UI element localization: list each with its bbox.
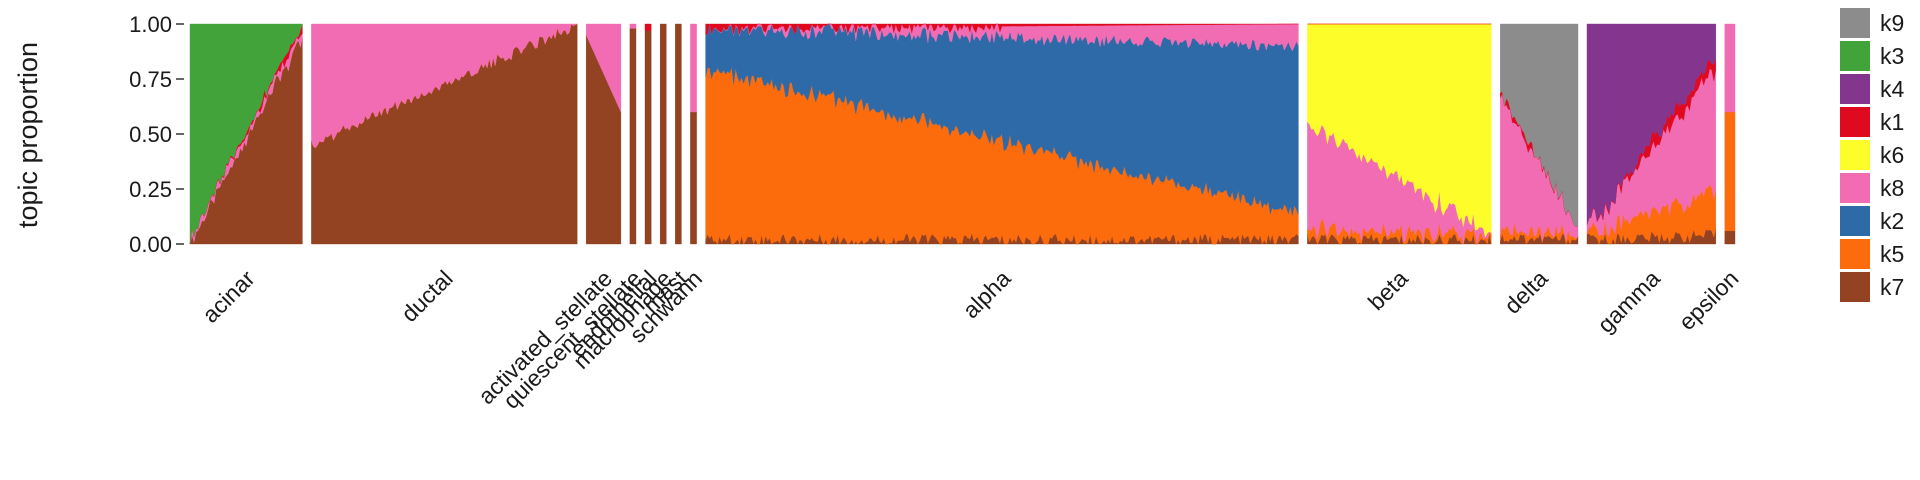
legend-label: k5 (1880, 241, 1904, 267)
legend-label: k1 (1880, 109, 1904, 135)
legend-label: k3 (1880, 43, 1904, 69)
legend-swatch (1840, 41, 1870, 71)
legend-swatch (1840, 173, 1870, 203)
stack-k7-schwann (690, 111, 697, 245)
group-label-beta: beta (1363, 265, 1413, 315)
legend-item-k9: k9 (1840, 8, 1904, 38)
stack-k1-alpha (705, 23, 1299, 36)
y-tick-label: 0.25 (129, 177, 172, 202)
group-acinar (189, 23, 303, 245)
legend-swatch (1840, 107, 1870, 137)
stack-k7-macrophage (660, 23, 667, 245)
y-tick-label: 0.50 (129, 122, 172, 147)
stack-k8-activated-stellate (586, 23, 622, 113)
legend-swatch (1840, 206, 1870, 236)
stack-k8-ductal (311, 23, 578, 149)
stack-k9-delta (1500, 23, 1579, 227)
legend-swatch (1840, 8, 1870, 38)
group-mast (675, 23, 682, 245)
legend-label: k8 (1880, 175, 1904, 201)
group-label-epsilon: epsilon (1674, 265, 1744, 335)
group-label-delta: delta (1499, 265, 1553, 319)
group-quiescent-stellate (629, 23, 637, 245)
legend-swatch (1840, 74, 1870, 104)
y-axis-title: topic proportion (13, 42, 43, 228)
legend: k9 k3 k4 k1 k6 k8 k2 k5 k7 (1840, 8, 1905, 302)
stack-k7-mast (675, 23, 682, 245)
legend-item-k7: k7 (1840, 272, 1904, 302)
y-tick-label: 0.00 (129, 232, 172, 257)
legend-swatch (1840, 239, 1870, 269)
y-axis: 0.00 0.25 0.50 0.75 1.00 (129, 12, 184, 257)
group-macrophage (660, 23, 667, 245)
stack-k7-endothelial (644, 30, 652, 245)
legend-swatch (1840, 272, 1870, 302)
legend-item-k6: k6 (1840, 140, 1904, 170)
group-label-ductal: ductal (396, 265, 458, 327)
plot-area (189, 23, 1736, 245)
y-tick-label: 1.00 (129, 12, 172, 37)
group-epsilon (1724, 23, 1736, 245)
group-label-alpha: alpha (957, 265, 1015, 323)
stack-k8-schwann (690, 23, 697, 113)
stack-k8-epsilon (1724, 23, 1736, 113)
group-delta (1500, 23, 1579, 245)
stack-k7-epsilon (1724, 230, 1736, 245)
legend-item-k4: k4 (1840, 74, 1905, 104)
group-ductal (311, 23, 578, 245)
legend-label: k4 (1880, 76, 1905, 102)
legend-label: k6 (1880, 142, 1904, 168)
group-activated-stellate (586, 23, 622, 245)
legend-label: k2 (1880, 208, 1904, 234)
group-beta (1307, 23, 1492, 245)
legend-item-k8: k8 (1840, 173, 1904, 203)
group-endothelial (644, 23, 652, 245)
legend-item-k5: k5 (1840, 239, 1904, 269)
stack-k4-gamma (1586, 23, 1717, 225)
y-tick-label: 0.75 (129, 67, 172, 92)
stack-k8-quiescent-stellate (629, 23, 637, 29)
stack-k3-acinar (189, 23, 303, 244)
legend-item-k1: k1 (1840, 107, 1904, 137)
group-label-acinar: acinar (197, 265, 260, 328)
stack-k5-epsilon (1724, 111, 1736, 232)
group-alpha (705, 23, 1299, 245)
legend-item-k3: k3 (1840, 41, 1904, 71)
group-labels: acinar ductal activated_stellatequiescent_… (197, 265, 1743, 414)
stack-k7-quiescent-stellate (629, 28, 637, 245)
legend-item-k2: k2 (1840, 206, 1904, 236)
group-label-gamma: gamma (1592, 265, 1665, 338)
group-gamma (1586, 23, 1717, 245)
stack-k1-endothelial (644, 23, 652, 31)
legend-swatch (1840, 140, 1870, 170)
legend-label: k9 (1880, 10, 1904, 36)
legend-label: k7 (1880, 274, 1904, 300)
group-schwann (690, 23, 697, 245)
